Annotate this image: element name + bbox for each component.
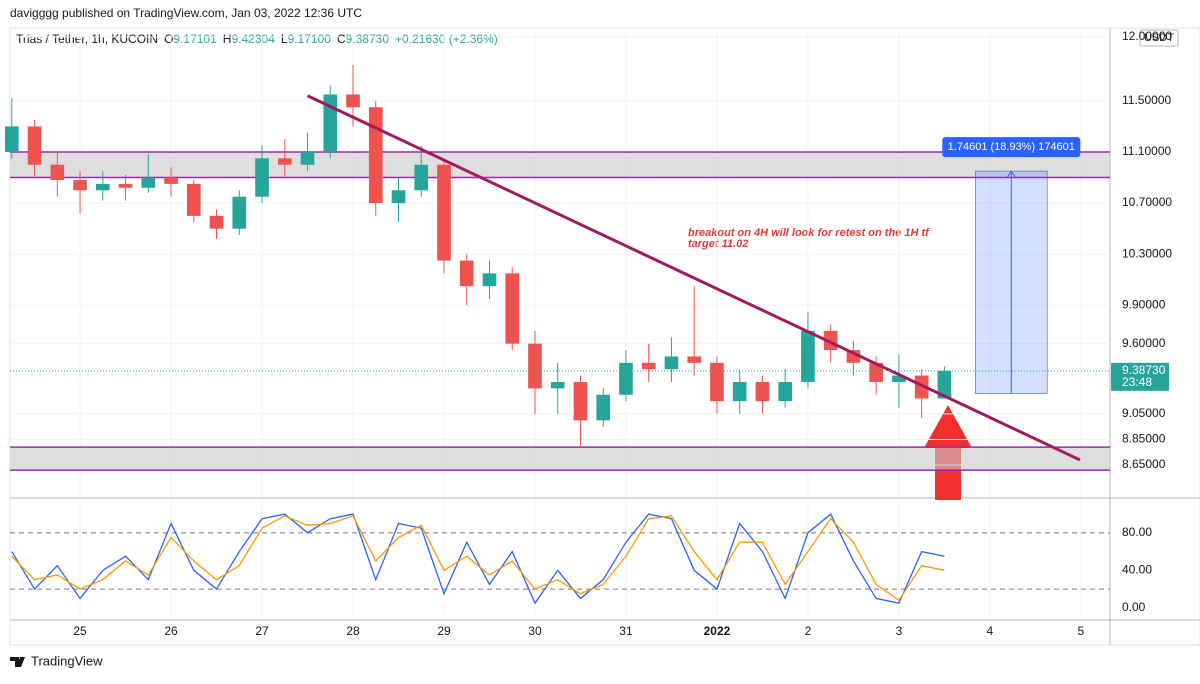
candle-body [641,362,656,370]
candle-body [892,375,906,382]
candle-body [528,343,542,389]
x-tick-label: 31 [619,624,633,638]
candle-body [710,362,724,402]
symbol: Trias / Tether, 1h, KUCOIN [16,32,158,46]
candle-body [4,126,19,152]
countdown: 23:48 [1122,375,1152,389]
candle-body [437,164,451,261]
candle-body [255,158,269,197]
y-tick-label: 8.65000 [1122,457,1166,471]
candle-body [346,94,360,108]
legend: Trias / Tether, 1h, KUCOIN O9.17101 H9.423… [16,32,498,46]
x-tick-label: 27 [255,624,269,638]
x-tick-label: 29 [437,624,451,638]
candle-body [27,126,42,165]
y-tick-label: 40.00 [1122,562,1152,576]
measure-arrowhead [1006,170,1016,178]
annotation: target 11.02 [688,238,748,250]
measure-label-box [942,137,1081,158]
candle-body [164,177,178,184]
ohlc-value: 9.42304 [231,32,275,46]
last-price-box [1111,362,1169,391]
frame [9,27,1200,646]
y-tick-label: 10.70000 [1122,195,1172,209]
annotation: breakout on 4H will look for retest on t… [688,227,930,239]
tv-logo [10,657,25,667]
y-tick-label: 80.00 [1122,525,1152,539]
candle-body [209,215,224,229]
oscillator-line [11,515,945,602]
candle-body [118,183,133,188]
zone [10,447,1110,471]
trendline [306,94,1081,462]
y-tick-label: 9.90000 [1122,297,1166,311]
y-tick-label: 8.85000 [1122,432,1166,446]
y-tick-label: 11.50000 [1122,93,1171,107]
ohlc-value: 9.17101 [173,32,217,46]
ohlc-key: H [223,32,232,46]
candle-body [232,196,247,229]
x-tick-label: 25 [73,624,87,638]
candle-body [141,177,156,188]
candle-body [664,356,679,370]
candle-body [414,164,429,191]
x-tick-label: 2 [805,624,812,638]
candle-body [50,164,65,181]
currency-box [1139,29,1179,47]
candle-body [619,362,633,395]
x-tick-label: 5 [1078,624,1085,638]
x-tick-label: 4 [987,624,994,638]
candle-body [277,158,292,165]
x-tick-label: 26 [164,624,178,638]
candle-body [778,381,793,402]
candle-body [459,260,474,287]
candle-body [801,330,815,382]
currency: USDT [1144,32,1174,44]
header: davigggg published on TradingView.com, J… [10,6,362,20]
candle-body [937,370,952,399]
candle-body [95,183,110,191]
x-tick-label: 30 [528,624,542,638]
ohlc-key: L [281,32,288,46]
ohlc-key: O [164,32,173,46]
x-tick-label: 28 [346,624,360,638]
candle-body [732,381,747,402]
measure-label: 1.74601 (18.93%) 174601 [948,141,1075,153]
y-tick-label: 12.00000 [1122,29,1172,43]
footer: TradingView [31,653,103,668]
last-price-label: 9.38730 [1122,363,1166,377]
candle-body [391,190,406,204]
y-tick-label: 0.00 [1122,600,1146,614]
candle-body [914,375,929,399]
change: +0.21630 (+2.36%) [395,32,498,46]
y-tick-label: 9.60000 [1122,336,1166,350]
ohlc-key: C [337,32,346,46]
x-tick-label: 3 [896,624,903,638]
candle-body [687,356,702,363]
candle-body [755,381,770,402]
candle-body [573,381,588,421]
candle-body [368,107,383,204]
y-tick-label: 11.10000 [1122,144,1171,158]
ohlc-value: 9.17100 [288,32,332,46]
candle-body [550,381,565,389]
oscillator-line [11,513,945,605]
candle-body [482,273,497,287]
ohlc-value: 9.38730 [346,32,390,46]
candle-body [596,394,611,421]
zone [10,151,1110,178]
candle-body [505,273,520,344]
candle-body [73,180,87,191]
legend-text: Trias / Tether, 1h, KUCOIN O9.17101 H9.423… [16,32,498,46]
candle-body [300,151,315,165]
y-tick-label: 9.05000 [1122,406,1166,420]
candle-body [869,362,883,382]
x-tick-label: 2022 [704,624,731,638]
candle-body [186,183,201,216]
y-tick-label: 10.30000 [1122,246,1172,260]
